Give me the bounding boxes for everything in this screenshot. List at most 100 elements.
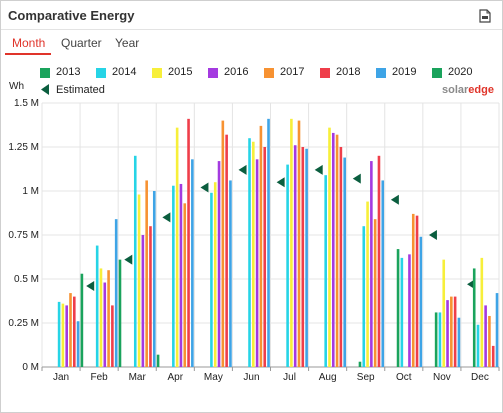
- bar-2018-Jan: [73, 296, 76, 367]
- bar-2014-Jan: [57, 301, 61, 367]
- bar-2018-Apr: [187, 118, 190, 367]
- bar-2018-Nov: [453, 296, 457, 367]
- x-tick-label: Nov: [433, 372, 451, 383]
- tab-quarter[interactable]: Quarter: [61, 36, 102, 50]
- bar-2016-Dec: [484, 305, 487, 367]
- estimated-marker-Jul: [314, 164, 323, 175]
- legend-swatch: [152, 68, 162, 78]
- bar-2017-Apr: [183, 203, 187, 367]
- bar-2020-Mar: [156, 354, 160, 367]
- bar-2014-May: [210, 192, 213, 367]
- legend-label: Estimated: [56, 84, 105, 96]
- x-tick-label: Mar: [129, 372, 147, 383]
- legend-label: 2015: [168, 66, 193, 78]
- bar-2019-Jun: [267, 118, 270, 367]
- bar-2017-Feb: [107, 270, 110, 367]
- estimated-marker-May: [238, 164, 247, 175]
- x-tick-label: Apr: [168, 372, 184, 383]
- bar-2017-Jan: [69, 293, 72, 367]
- legend-label: 2020: [448, 66, 473, 78]
- bar-2014-Dec: [476, 324, 480, 367]
- widget-header: Comparative Energy: [1, 1, 502, 30]
- bar-2015-Jan: [61, 303, 65, 367]
- bar-2017-Mar: [145, 180, 148, 367]
- legend-label: 2019: [392, 66, 417, 78]
- bar-2015-Feb: [99, 268, 103, 367]
- bar-2019-Oct: [419, 236, 423, 367]
- estimated-marker-Mar: [162, 212, 171, 223]
- bar-2014-Nov: [438, 312, 442, 367]
- bar-2018-May: [225, 134, 228, 367]
- bar-2017-Aug: [335, 134, 339, 367]
- y-tick-label: 1.25 M: [8, 142, 39, 153]
- bar-2018-Jul: [301, 147, 305, 367]
- x-tick-label: Sep: [357, 372, 375, 383]
- bar-2014-Aug: [324, 175, 327, 367]
- bar-2018-Jun: [263, 147, 267, 367]
- bar-2016-Nov: [446, 300, 449, 367]
- bar-2016-Jul: [293, 145, 297, 367]
- bar-2018-Sep: [377, 155, 381, 367]
- bar-2019-Dec: [495, 293, 499, 367]
- bar-2015-Dec: [480, 257, 484, 367]
- legend-swatch: [208, 68, 218, 78]
- bar-2015-Nov: [442, 259, 446, 367]
- estimated-marker-Jun: [276, 177, 285, 188]
- legend-swatch: [376, 68, 386, 78]
- bar-2014-Jun: [248, 138, 251, 367]
- bar-2014-Sep: [362, 226, 366, 367]
- bar-2018-Mar: [149, 226, 152, 367]
- bar-2016-Jan: [65, 305, 68, 367]
- estimated-marker-Jan: [86, 281, 95, 292]
- x-tick-label: Oct: [396, 372, 412, 383]
- x-tick-label: Aug: [319, 372, 337, 383]
- legend-label: 2014: [112, 66, 137, 78]
- bar-2016-Aug: [331, 132, 335, 367]
- bar-2015-May: [213, 182, 217, 367]
- bar-2015-Apr: [175, 127, 179, 367]
- y-tick-label: 1 M: [22, 186, 39, 197]
- legend-swatch: [264, 68, 274, 78]
- y-tick-label: 1.5 M: [14, 98, 39, 109]
- bar-2014-Apr: [172, 185, 175, 367]
- bar-2014-Mar: [133, 155, 137, 367]
- bar-2017-Sep: [373, 219, 377, 367]
- bar-2017-Jun: [259, 125, 263, 367]
- bar-2018-Oct: [415, 215, 419, 367]
- solaredge-logo: solaredge: [442, 84, 494, 96]
- document-export-icon[interactable]: [479, 9, 491, 23]
- bar-2018-Feb: [111, 305, 114, 367]
- estimated-marker-Feb: [124, 254, 133, 265]
- y-tick-label: 0 M: [22, 362, 39, 373]
- bar-2016-Jun: [255, 159, 259, 367]
- bar-2015-Aug: [328, 127, 331, 367]
- bar-2017-Jul: [297, 120, 301, 367]
- legend-swatch: [96, 68, 106, 78]
- bar-2013-Dec: [472, 268, 476, 367]
- period-tabs: Month Quarter Year: [1, 33, 502, 55]
- widget-title: Comparative Energy: [8, 8, 135, 23]
- estimated-marker-Sep: [390, 194, 399, 205]
- y-axis-unit: Wh: [9, 81, 24, 92]
- bar-2016-Sep: [370, 161, 373, 367]
- bar-2013-Sep: [358, 361, 362, 367]
- bar-2019-Mar: [152, 191, 156, 367]
- bar-2019-Aug: [343, 157, 346, 367]
- estimated-marker-Apr: [200, 182, 209, 193]
- bar-2020-Jan: [80, 273, 84, 367]
- bar-2017-Oct: [411, 213, 415, 367]
- bar-2016-Apr: [179, 183, 183, 367]
- bar-2019-Jul: [305, 148, 308, 367]
- bar-2016-Feb: [103, 282, 107, 367]
- tab-year[interactable]: Year: [115, 36, 140, 50]
- bar-2019-Apr: [191, 159, 194, 367]
- tab-month[interactable]: Month: [12, 36, 46, 50]
- legend-label: 2013: [56, 66, 81, 78]
- bar-2017-Nov: [450, 296, 453, 367]
- bar-2019-Sep: [381, 180, 385, 367]
- bar-2016-Mar: [141, 235, 145, 367]
- legend-swatch: [320, 68, 330, 78]
- bar-2014-Feb: [95, 245, 99, 367]
